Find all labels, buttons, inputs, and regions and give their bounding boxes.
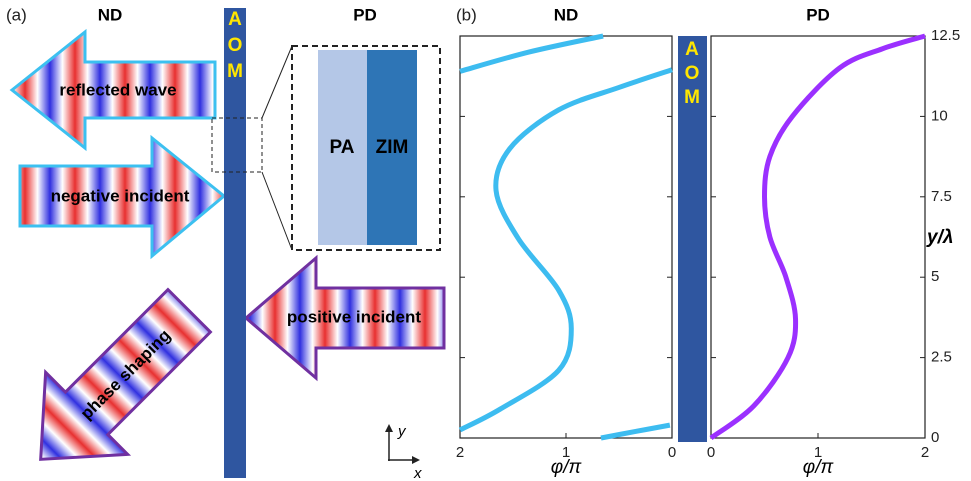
arrow-label: reflected wave — [59, 80, 176, 99]
panel-label: (a) — [6, 5, 27, 24]
pa-label: PA — [330, 137, 355, 158]
axis-label: x — [413, 465, 422, 481]
x-tick-label: 0 — [707, 444, 715, 461]
x-axis-label: φ/π — [551, 457, 583, 478]
nd-title: ND — [98, 5, 123, 24]
arrow-head — [412, 456, 420, 464]
curve — [711, 36, 925, 438]
y-tick-label: 2.5 — [931, 349, 952, 366]
figure: (a) ND PD reflected wave negative incide… — [0, 0, 971, 481]
aom-letter: A — [685, 39, 699, 60]
x-tick-label: 2 — [456, 444, 464, 461]
panel-label: (b) — [456, 5, 477, 24]
y-tick-label: 10 — [931, 107, 948, 124]
chart-title: ND — [554, 5, 579, 24]
arrow-label: positive incident — [287, 307, 421, 326]
aom-letter: O — [228, 35, 243, 56]
aom-letter: M — [227, 61, 243, 82]
arrow-head — [385, 424, 393, 432]
x-axis-label: φ/π — [803, 457, 835, 478]
plot-frame — [711, 36, 925, 438]
aom-letter: O — [685, 63, 700, 84]
aom-letter: M — [684, 87, 700, 108]
axis-label: y — [397, 423, 407, 440]
y-tick-label: 12.5 — [931, 27, 960, 44]
y-tick-label: 0 — [931, 429, 939, 446]
curve — [460, 36, 672, 438]
chart-title: PD — [806, 5, 830, 24]
y-tick-label: 5 — [931, 268, 939, 285]
y-axis-label: y/λ — [926, 227, 953, 248]
plot-frame — [460, 36, 672, 438]
zim-label: ZIM — [376, 137, 409, 158]
y-tick-label: 7.5 — [931, 188, 952, 205]
x-tick-label: 2 — [921, 444, 929, 461]
arrow-label: negative incident — [51, 186, 190, 205]
x-tick-label: 0 — [668, 444, 676, 461]
aom-letter: A — [228, 9, 242, 30]
zoom-line — [262, 172, 292, 250]
pd-title: PD — [353, 5, 377, 24]
zoom-line — [262, 46, 292, 118]
